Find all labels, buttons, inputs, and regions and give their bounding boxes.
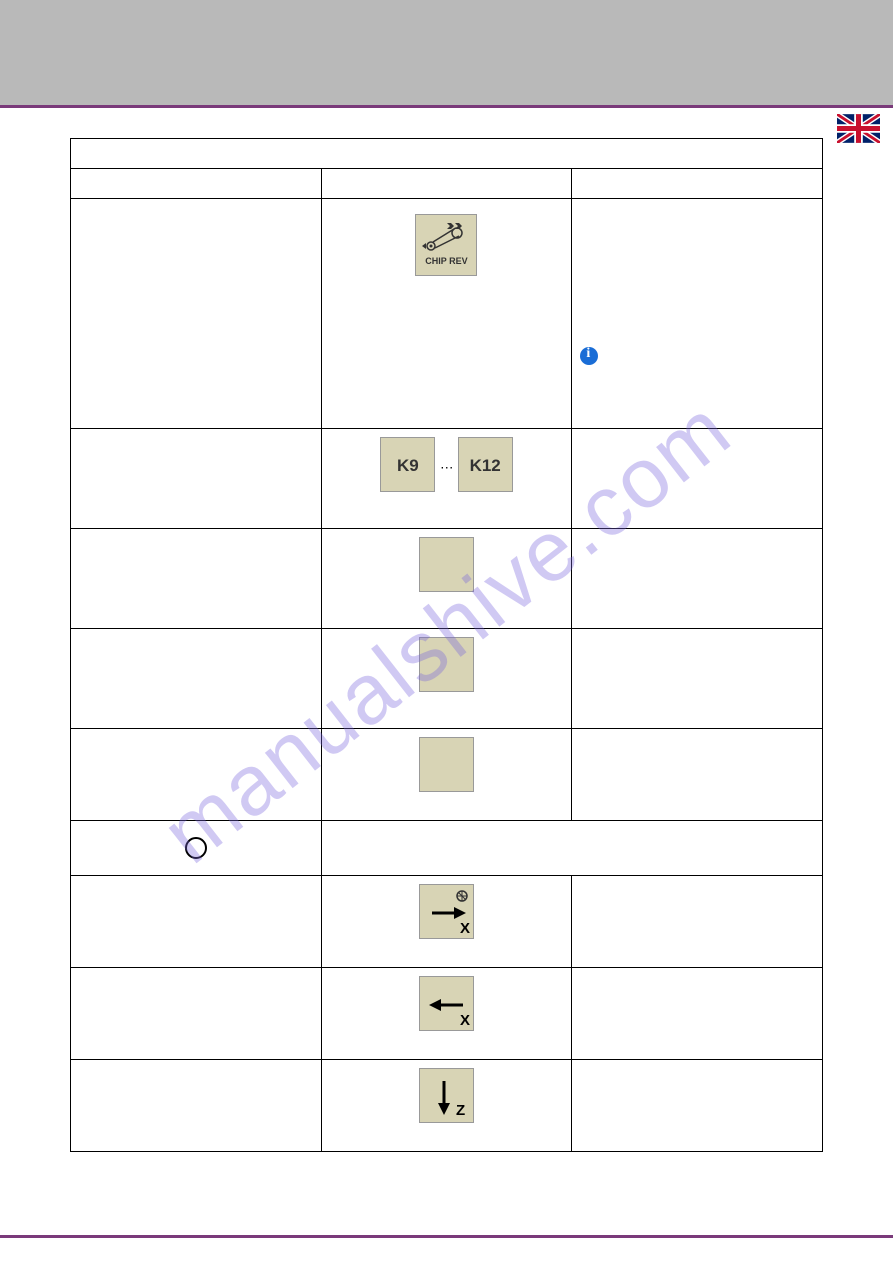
row-num (71, 729, 322, 821)
row-key: K9 … K12 (321, 429, 572, 529)
row-key (321, 529, 572, 629)
section-marker (71, 821, 322, 876)
blank-key (419, 537, 474, 592)
accent-line-bottom (0, 1235, 893, 1238)
k12-key: K12 (458, 437, 513, 492)
col-header-desc (572, 169, 823, 199)
row-desc (572, 199, 823, 429)
row-num (71, 199, 322, 429)
row-num (71, 968, 322, 1060)
range-dots: … (440, 456, 458, 472)
uk-flag-icon (837, 114, 880, 143)
col-header-num (71, 169, 322, 199)
arrow-left-x-icon: X (419, 976, 474, 1031)
blank-key (419, 637, 474, 692)
col-header-key (321, 169, 572, 199)
row-num (71, 429, 322, 529)
row-num (71, 1060, 322, 1152)
row-desc (572, 529, 823, 629)
blank-key (419, 737, 474, 792)
reference-table: CHIP REV K9 … K12 (70, 138, 823, 1152)
row-desc (572, 729, 823, 821)
row-num (71, 876, 322, 968)
row-desc (572, 968, 823, 1060)
row-key (321, 729, 572, 821)
row-desc (572, 1060, 823, 1152)
row-key: Z (321, 1060, 572, 1152)
arrow-down-z-icon: Z (419, 1068, 474, 1123)
svg-text:Z: Z (456, 1102, 465, 1119)
row-desc (572, 629, 823, 729)
svg-text:X: X (460, 1012, 470, 1029)
row-desc (572, 876, 823, 968)
row-key: X (321, 968, 572, 1060)
header-bar (0, 0, 893, 105)
row-num (71, 629, 322, 729)
row-num (71, 529, 322, 629)
row-desc (572, 429, 823, 529)
table-title-row (71, 139, 823, 169)
chip-rev-label: CHIP REV (425, 256, 467, 266)
k9-key: K9 (380, 437, 435, 492)
row-key: CHIP REV (321, 199, 572, 429)
chip-rev-icon: CHIP REV (415, 214, 477, 276)
arrow-right-x-icon: X (419, 884, 474, 939)
info-icon (580, 347, 598, 365)
circle-icon (185, 837, 207, 859)
row-key: X (321, 876, 572, 968)
row-key (321, 629, 572, 729)
section-span (321, 821, 822, 876)
svg-text:X: X (460, 920, 470, 937)
